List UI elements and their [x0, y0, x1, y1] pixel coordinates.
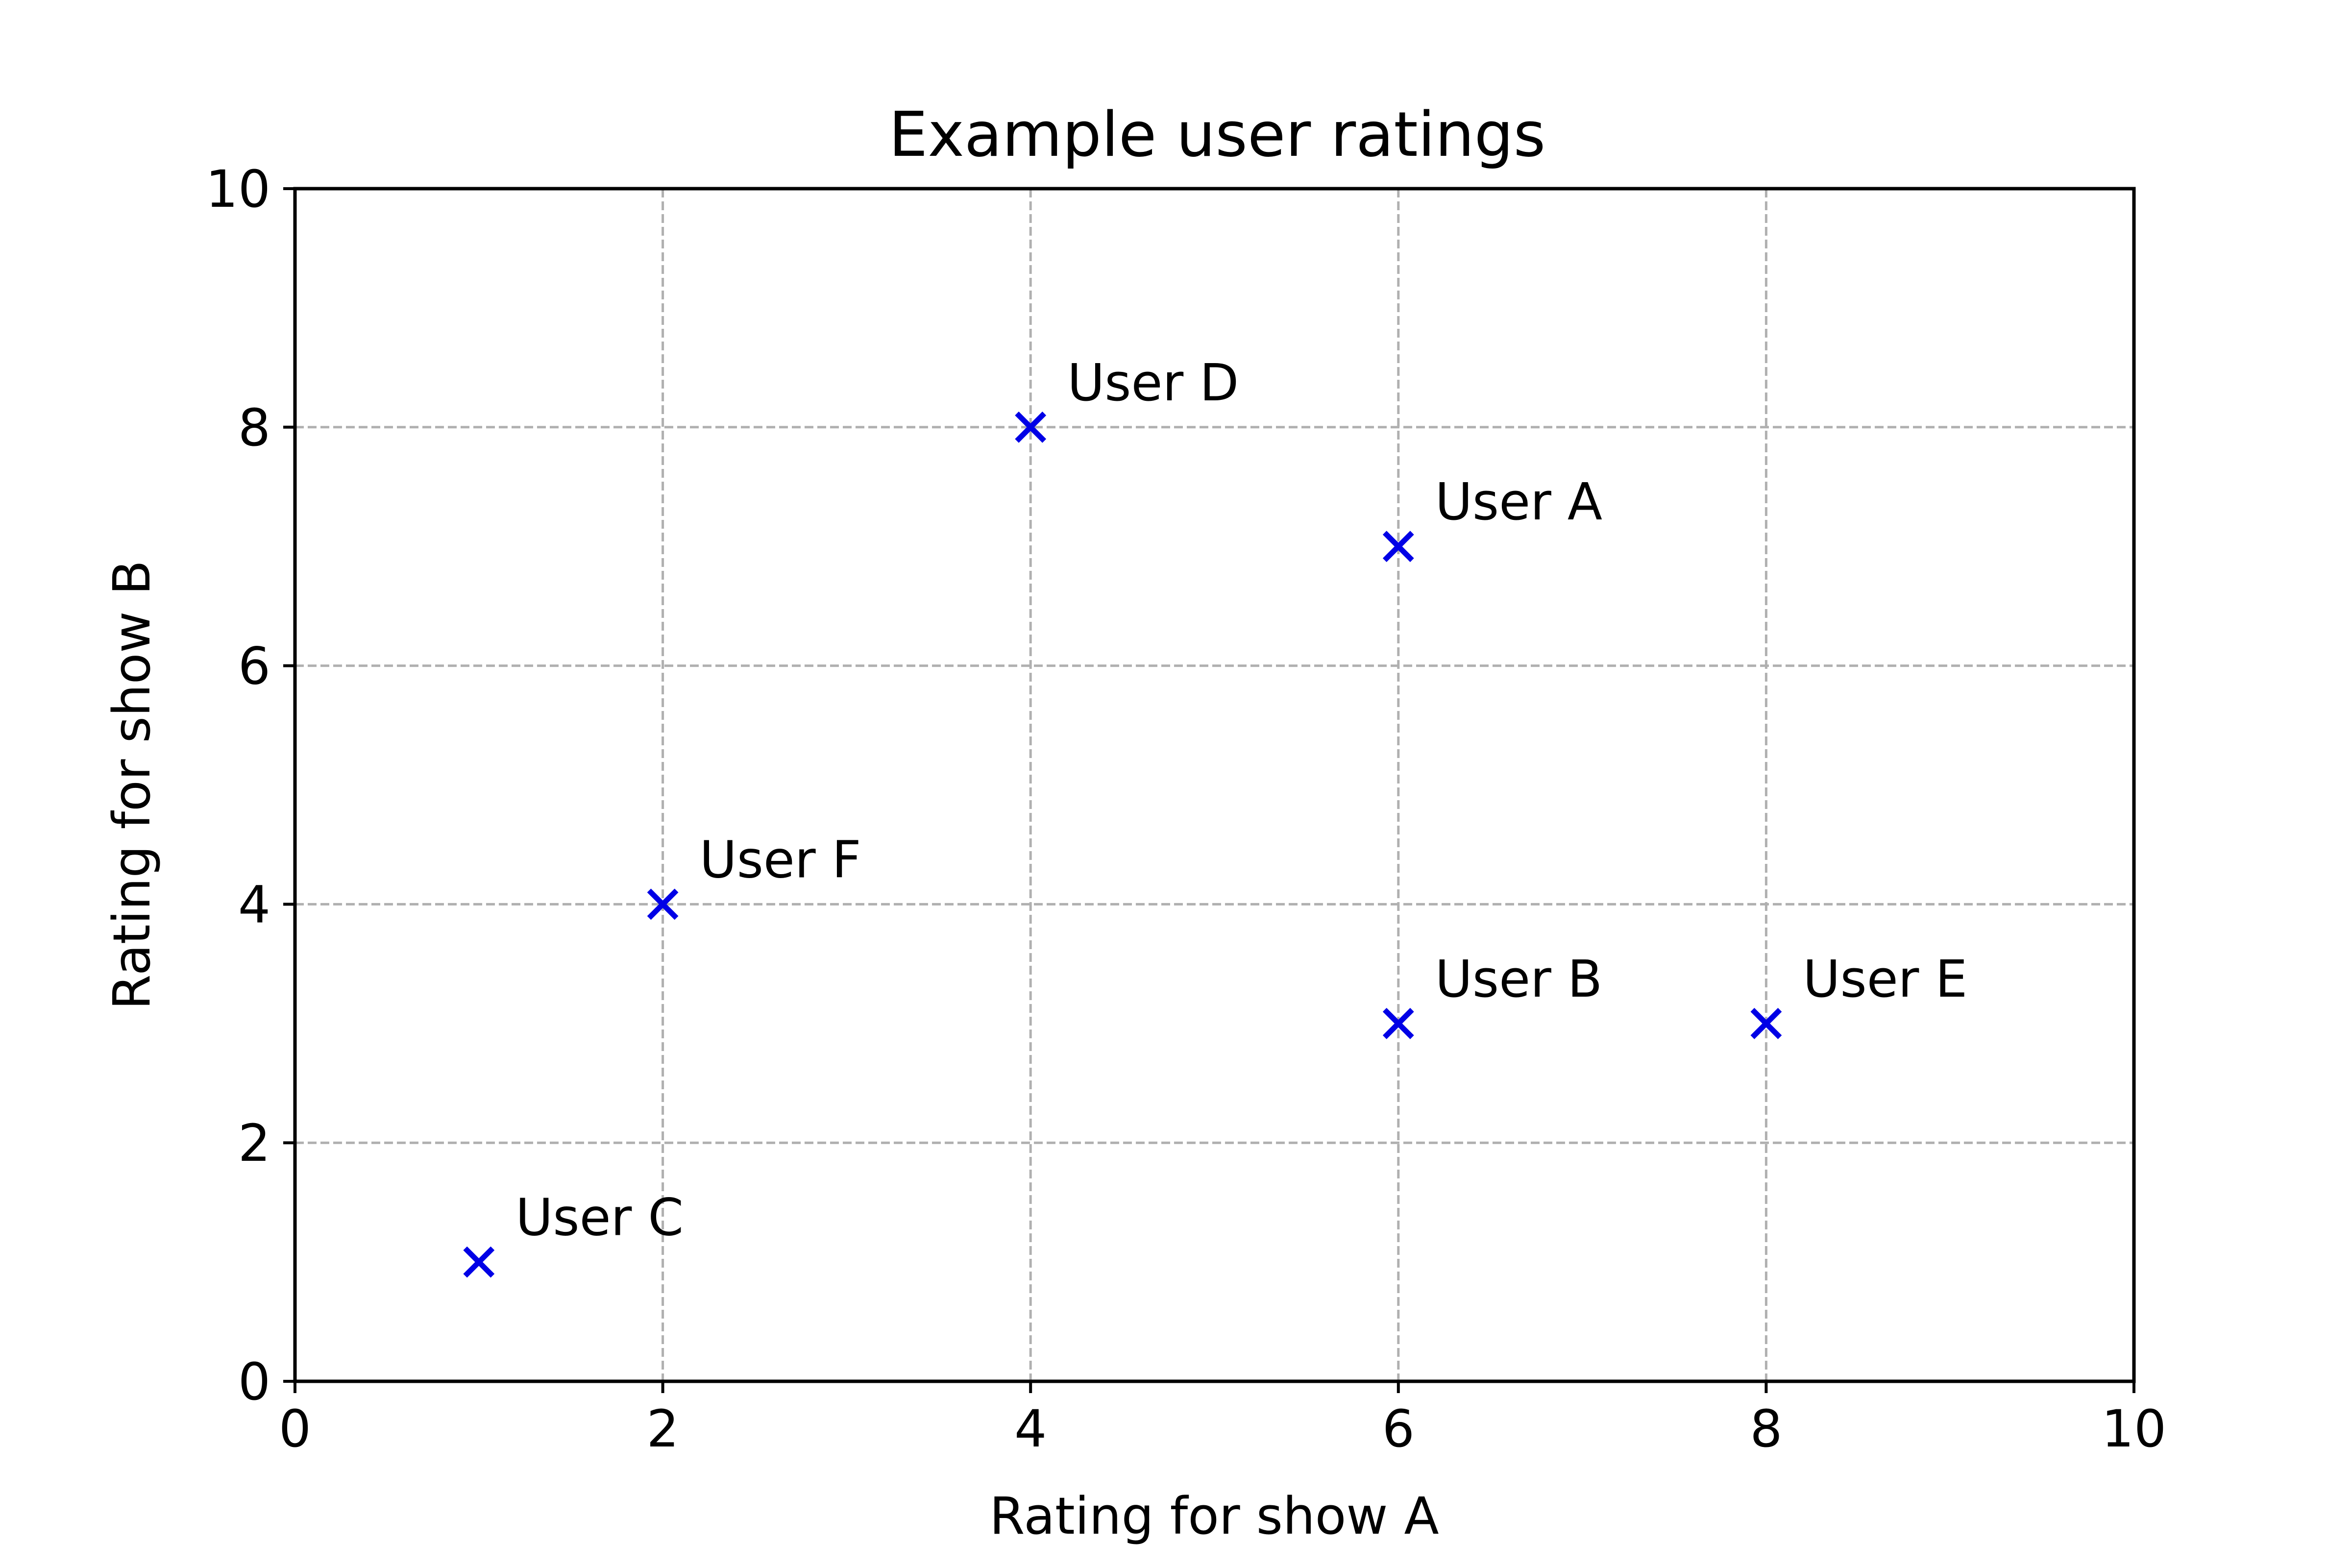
x-marker: [1382, 1007, 1414, 1039]
chart-title: Example user ratings: [889, 98, 1545, 171]
x-marker: [463, 1246, 495, 1278]
x-marker: [1015, 411, 1047, 443]
point-label: User B: [1435, 949, 1602, 1009]
data-point: User B: [1382, 949, 1602, 1039]
data-point: User E: [1750, 949, 1967, 1039]
x-marker: [1750, 1007, 1782, 1039]
y-tick-label: 10: [206, 159, 270, 219]
data-points: User A User B User C User D User E User F: [463, 353, 1967, 1278]
x-tick-label: 10: [2102, 1399, 2166, 1459]
point-label: User E: [1803, 949, 1967, 1009]
point-label: User F: [700, 830, 861, 889]
y-axis-label: Rating for show B: [102, 560, 162, 1010]
data-point: User A: [1382, 472, 1602, 563]
data-point: User F: [647, 830, 861, 920]
x-tick-label: 8: [1750, 1399, 1782, 1459]
x-tick-label: 6: [1382, 1399, 1415, 1459]
y-tick-label: 6: [238, 637, 270, 696]
data-point: User C: [463, 1188, 684, 1278]
grid-lines: [295, 189, 2134, 1381]
x-tick-label: 2: [647, 1399, 679, 1459]
point-label: User A: [1435, 472, 1602, 532]
y-tick-label: 4: [238, 875, 270, 934]
y-tick-label: 8: [238, 398, 270, 458]
x-tick-label: 0: [279, 1399, 311, 1459]
axis-ticks: 0 2 4 6 8 10 0 2 4 6 8 10: [206, 159, 2167, 1459]
x-marker: [647, 888, 679, 920]
y-tick-label: 0: [238, 1352, 270, 1412]
x-axis-label: Rating for show A: [989, 1486, 1439, 1546]
point-label: User D: [1067, 353, 1239, 413]
y-tick-label: 2: [238, 1113, 270, 1173]
x-marker: [1382, 531, 1414, 563]
data-point: User D: [1015, 353, 1239, 443]
x-tick-label: 4: [1014, 1399, 1047, 1459]
point-label: User C: [515, 1188, 684, 1248]
plot-frame: [293, 187, 2136, 1383]
